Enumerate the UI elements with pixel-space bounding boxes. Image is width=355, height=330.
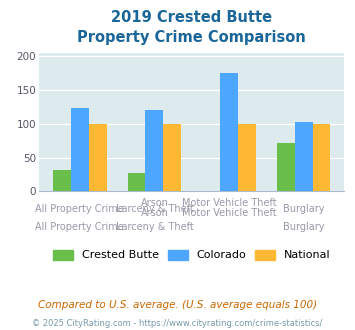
- Bar: [163, 124, 181, 191]
- Title: 2019 Crested Butte
Property Crime Comparison: 2019 Crested Butte Property Crime Compar…: [77, 10, 306, 45]
- Bar: [238, 124, 256, 191]
- Text: Arson: Arson: [141, 198, 168, 208]
- Text: © 2025 CityRating.com - https://www.cityrating.com/crime-statistics/: © 2025 CityRating.com - https://www.city…: [32, 319, 323, 328]
- Bar: [146, 110, 163, 191]
- Text: Larceny & Theft: Larceny & Theft: [115, 204, 193, 214]
- Text: Larceny & Theft: Larceny & Theft: [115, 222, 193, 232]
- Text: All Property Crime: All Property Crime: [36, 222, 124, 232]
- Bar: [220, 73, 238, 191]
- Text: Compared to U.S. average. (U.S. average equals 100): Compared to U.S. average. (U.S. average …: [38, 300, 317, 310]
- Legend: Crested Butte, Colorado, National: Crested Butte, Colorado, National: [53, 249, 331, 260]
- Text: Motor Vehicle Theft: Motor Vehicle Theft: [182, 198, 276, 208]
- Bar: [295, 122, 312, 191]
- Bar: [71, 108, 89, 191]
- Text: All Property Crime: All Property Crime: [36, 204, 124, 214]
- Text: Motor Vehicle Theft: Motor Vehicle Theft: [182, 208, 276, 218]
- Text: Burglary: Burglary: [283, 222, 324, 232]
- Bar: [127, 173, 146, 191]
- Bar: [312, 124, 331, 191]
- Bar: [277, 144, 295, 191]
- Bar: [89, 124, 106, 191]
- Bar: [53, 170, 71, 191]
- Text: Burglary: Burglary: [283, 204, 324, 214]
- Text: Arson: Arson: [141, 208, 168, 218]
